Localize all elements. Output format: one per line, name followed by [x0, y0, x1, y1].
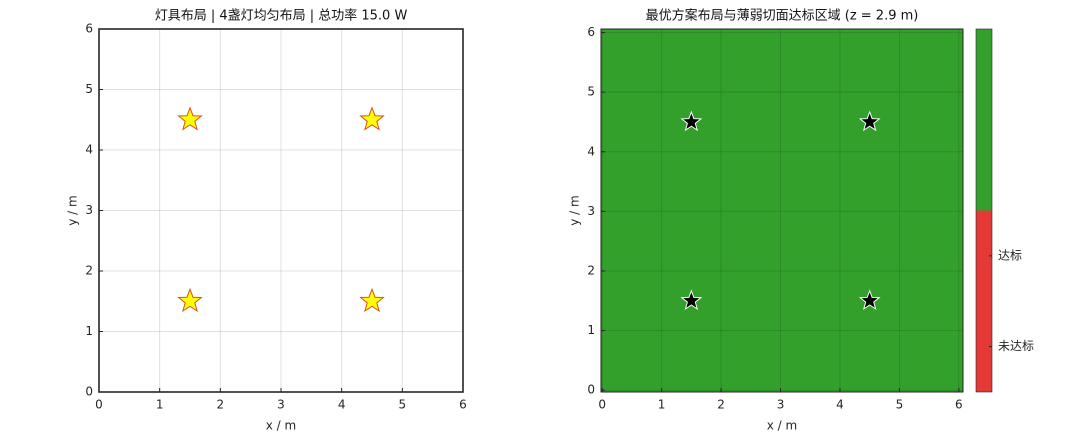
colorbar-segment — [976, 210, 992, 392]
y-tick-label: 6 — [587, 25, 595, 39]
y-tick-label: 1 — [587, 323, 595, 337]
y-tick-label: 0 — [587, 383, 595, 397]
lamp-marker — [680, 110, 703, 132]
chart-title: 最优方案布局与薄弱切面达标区域 (z = 2.9 m) — [646, 8, 919, 24]
x-tick-label: 5 — [896, 398, 904, 412]
x-tick-label: 1 — [658, 398, 666, 412]
y-axis-label: y / m — [568, 195, 582, 225]
y-tick-label: 4 — [587, 144, 595, 158]
lamp-marker — [680, 289, 703, 311]
x-tick-label: 4 — [338, 398, 346, 412]
plot-area — [99, 29, 463, 392]
y-tick-label: 4 — [85, 143, 93, 157]
x-tick-label: 6 — [459, 398, 467, 412]
axes-box — [600, 28, 964, 393]
lamp-marker — [858, 289, 881, 311]
x-tick-label: 0 — [598, 398, 606, 412]
y-axis-label: y / m — [66, 195, 80, 225]
y-tick-label: 3 — [85, 203, 93, 217]
x-tick-label: 1 — [156, 398, 164, 412]
x-tick-label: 2 — [717, 398, 725, 412]
y-tick-label: 6 — [85, 22, 93, 36]
axes-box — [98, 28, 464, 393]
x-tick-label: 4 — [836, 398, 844, 412]
colorbar-label: 未达标 — [998, 339, 1034, 353]
y-tick-label: 5 — [85, 82, 93, 96]
y-tick-label: 2 — [587, 264, 595, 278]
colorbar-label: 达标 — [998, 248, 1022, 262]
y-tick-label: 1 — [85, 324, 93, 338]
x-tick-label: 5 — [399, 398, 407, 412]
lamp-marker — [177, 287, 203, 313]
y-tick-label: 0 — [85, 385, 93, 399]
y-tick-label: 5 — [587, 85, 595, 99]
lamp-marker — [359, 287, 385, 313]
x-axis-label: x / m — [767, 419, 797, 433]
x-tick-label: 3 — [277, 398, 285, 412]
colorbar-segment — [976, 29, 992, 211]
x-axis-label: x / m — [266, 419, 296, 433]
x-tick-label: 6 — [955, 398, 963, 412]
x-tick-label: 2 — [217, 398, 225, 412]
chart-title: 灯具布局 | 4盏灯均匀布局 | 总功率 15.0 W — [155, 8, 408, 24]
x-tick-label: 3 — [777, 398, 785, 412]
lamp-marker — [359, 106, 385, 131]
colorbar-box — [975, 28, 993, 393]
y-tick-label: 3 — [587, 204, 595, 218]
plot-area — [601, 29, 963, 392]
y-tick-label: 2 — [85, 264, 93, 278]
lamp-marker — [177, 106, 203, 131]
lamp-marker — [858, 110, 881, 132]
x-tick-label: 0 — [95, 398, 103, 412]
